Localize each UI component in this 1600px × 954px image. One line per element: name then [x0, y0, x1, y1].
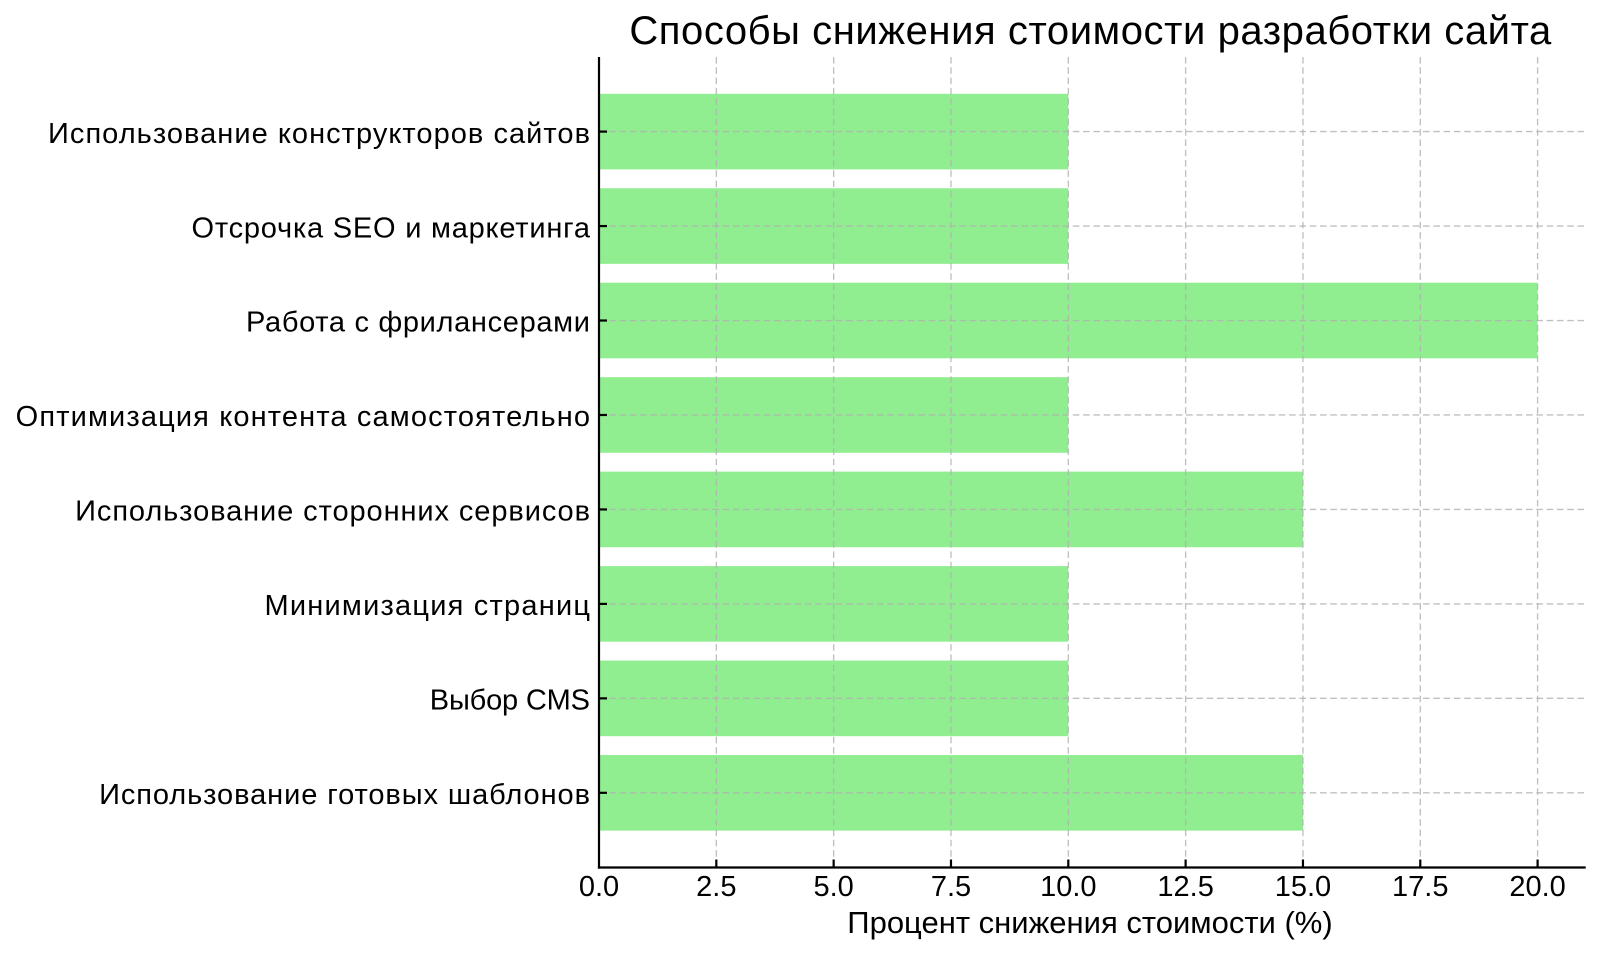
svg-text:Использование сторонних сервис: Использование сторонних сервисов — [75, 496, 591, 528]
svg-text:Отсрочка SEO и маркетинга: Отсрочка SEO и маркетинга — [192, 212, 591, 244]
svg-text:Использование готовых шаблонов: Использование готовых шаблонов — [99, 779, 591, 811]
svg-text:Работа с фрилансерами: Работа с фрилансерами — [246, 307, 591, 339]
svg-text:12.5: 12.5 — [1157, 871, 1213, 903]
svg-text:Использование конструкторов са: Использование конструкторов сайтов — [48, 118, 591, 150]
svg-text:5.0: 5.0 — [813, 871, 853, 903]
svg-text:2.5: 2.5 — [696, 871, 736, 903]
svg-text:17.5: 17.5 — [1392, 871, 1448, 903]
svg-text:Способы снижения стоимости раз: Способы снижения стоимости разработки са… — [629, 9, 1552, 53]
svg-text:Выбор CMS: Выбор CMS — [430, 685, 590, 717]
svg-text:Процент снижения стоимости (%): Процент снижения стоимости (%) — [847, 905, 1332, 940]
svg-text:0.0: 0.0 — [579, 871, 619, 903]
svg-text:15.0: 15.0 — [1275, 871, 1331, 903]
svg-text:7.5: 7.5 — [931, 871, 971, 903]
svg-text:20.0: 20.0 — [1509, 871, 1565, 903]
svg-text:10.0: 10.0 — [1040, 871, 1096, 903]
svg-text:Минимизация страниц: Минимизация страниц — [264, 590, 591, 622]
svg-text:Оптимизация контента самостоят: Оптимизация контента самостоятельно — [16, 401, 591, 433]
